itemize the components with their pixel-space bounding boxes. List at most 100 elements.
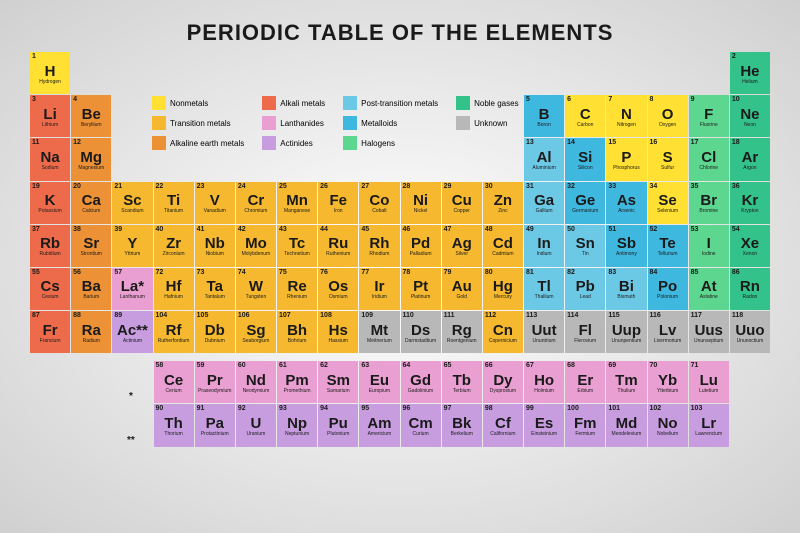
element-symbol: Ca	[82, 193, 101, 208]
element-name: Xenon	[743, 252, 757, 257]
element-symbol: Pu	[329, 416, 348, 431]
element-Ag: 47AgSilver	[442, 225, 482, 267]
element-symbol: Rn	[740, 279, 760, 294]
element-Np: 93NpNeptunium	[277, 404, 317, 446]
element-name: Radium	[83, 339, 100, 344]
element-symbol: Zr	[166, 236, 181, 251]
element-name: Ununseptium	[694, 339, 723, 344]
element-symbol: B	[539, 107, 550, 122]
legend-item-alkaline_earth: Alkaline earth metals	[152, 136, 244, 150]
atomic-number: 49	[526, 226, 534, 233]
element-name: Lanthanum	[120, 295, 145, 300]
element-Se: 34SeSelenium	[648, 182, 688, 224]
element-Tb: 65TbTerbium	[442, 361, 482, 403]
atomic-number: 4	[73, 96, 77, 103]
element-name: Zinc	[498, 209, 507, 214]
atomic-number: 47	[444, 226, 452, 233]
element-name: Darmstadtium	[405, 339, 436, 344]
element-Sm: 62SmSamarium	[318, 361, 358, 403]
element-name: Holmium	[534, 389, 554, 394]
element-name: Gadolinium	[408, 389, 433, 394]
legend-swatch	[343, 116, 357, 130]
element-symbol: Pt	[413, 279, 428, 294]
atomic-number: 87	[32, 312, 40, 319]
atomic-number: 82	[567, 269, 575, 276]
atomic-number: 113	[526, 312, 537, 319]
element-name: Carbon	[577, 123, 593, 128]
element-symbol: Ce	[164, 373, 183, 388]
atomic-number: 9	[691, 96, 695, 103]
element-Fe: 26FeIron	[318, 182, 358, 224]
element-Tc: 43TcTechnetium	[277, 225, 317, 267]
element-symbol: Tm	[615, 373, 638, 388]
element-Pu: 94PuPlutonium	[318, 404, 358, 446]
atomic-number: 58	[156, 362, 164, 369]
atomic-number: 34	[650, 183, 658, 190]
element-Bi: 83BiBismuth	[606, 268, 646, 310]
element-symbol: La*	[121, 279, 144, 294]
element-name: Flerovium	[574, 339, 596, 344]
element-name: Seaborgium	[242, 339, 269, 344]
element-name: Francium	[40, 339, 61, 344]
element-name: Dubnium	[205, 339, 225, 344]
element-Ce: 58CeCerium	[154, 361, 194, 403]
legend-label: Lanthanides	[280, 119, 324, 128]
element-No: 102NoNobelium	[648, 404, 688, 446]
element-name: Actinium	[123, 339, 142, 344]
element-name: Lead	[580, 295, 591, 300]
element-name: Copper	[454, 209, 470, 214]
element-Ni: 28NiNickel	[401, 182, 441, 224]
legend-item-noble_gas: Noble gases	[456, 96, 518, 110]
element-name: Thallium	[535, 295, 554, 300]
element-symbol: Sc	[123, 193, 141, 208]
element-Os: 76OsOsmium	[318, 268, 358, 310]
element-name: Gallium	[536, 209, 553, 214]
element-symbol: Pb	[576, 279, 595, 294]
element-symbol: Mo	[245, 236, 267, 251]
element-symbol: Ag	[452, 236, 472, 251]
atomic-number: 109	[361, 312, 373, 319]
atomic-number: 111	[444, 312, 455, 319]
atomic-number: 91	[197, 405, 205, 412]
element-name: Cobalt	[372, 209, 386, 214]
atomic-number: 90	[156, 405, 164, 412]
element-Ho: 67HoHolmium	[524, 361, 564, 403]
element-symbol: Ds	[411, 323, 430, 338]
atomic-number: 106	[238, 312, 250, 319]
legend-label: Transition metals	[170, 119, 231, 128]
element-name: Zirconium	[163, 252, 185, 257]
atomic-number: 21	[114, 183, 122, 190]
element-symbol: Xe	[741, 236, 759, 251]
element-Lu: 71LuLutetium	[689, 361, 729, 403]
atomic-number: 59	[197, 362, 205, 369]
element-name: Uranium	[246, 432, 265, 437]
element-symbol: F	[704, 107, 713, 122]
atomic-number: 56	[73, 269, 81, 276]
element-name: Nobelium	[657, 432, 678, 437]
element-symbol: Ru	[328, 236, 348, 251]
element-name: Calcium	[82, 209, 100, 214]
element-Yb: 70YbYtterbium	[648, 361, 688, 403]
element-name: Technetium	[284, 252, 310, 257]
atomic-number: 101	[608, 405, 620, 412]
element-Ne: 10NeNeon	[730, 95, 770, 137]
element-symbol: Tc	[289, 236, 305, 251]
empty-cell	[71, 52, 111, 94]
element-name: Bohrium	[288, 339, 307, 344]
element-name: Selenium	[657, 209, 678, 214]
atomic-number: 32	[567, 183, 575, 190]
element-symbol: Sr	[83, 236, 99, 251]
empty-cell	[277, 52, 317, 94]
atomic-number: 1	[32, 53, 36, 60]
element-Sn: 50SnTin	[565, 225, 605, 267]
atomic-number: 51	[608, 226, 616, 233]
atomic-number: 53	[691, 226, 699, 233]
atomic-number: 112	[485, 312, 496, 319]
legend-label: Post-transition metals	[361, 99, 438, 108]
element-name: Yttrium	[124, 252, 140, 257]
element-Na: 11NaSodium	[30, 138, 70, 180]
element-name: Rhodium	[369, 252, 389, 257]
element-symbol: Cs	[40, 279, 59, 294]
atomic-number: 76	[320, 269, 328, 276]
element-Es: 99EsEinsteinium	[524, 404, 564, 446]
